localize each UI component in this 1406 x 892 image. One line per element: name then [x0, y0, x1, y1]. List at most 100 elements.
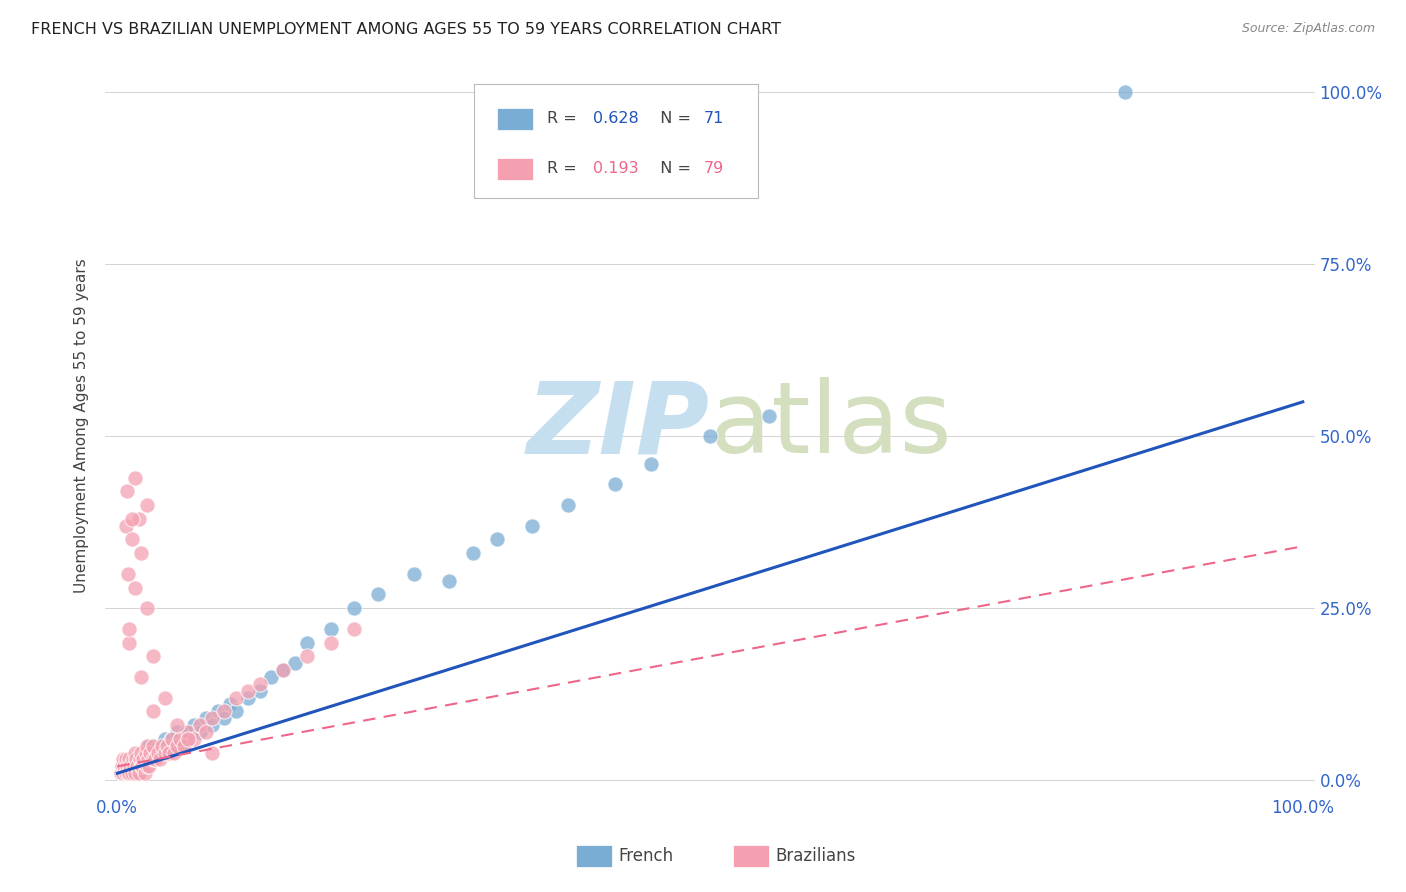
Point [115, 484, 138, 499]
Point [142, 752, 165, 766]
Point [122, 759, 145, 773]
Point [177, 731, 200, 746]
Point [134, 759, 156, 773]
Point [236, 690, 259, 705]
Point [110, 766, 132, 780]
Point [114, 766, 136, 780]
Point [121, 752, 143, 766]
Point [319, 635, 342, 649]
Point [110, 766, 132, 780]
Point [118, 759, 141, 773]
Point [177, 731, 200, 746]
Text: R =: R = [547, 161, 582, 176]
Point [118, 622, 141, 636]
Point [367, 587, 389, 601]
Point [319, 622, 342, 636]
Point [118, 635, 141, 649]
Point [219, 698, 242, 712]
Point [136, 746, 159, 760]
Point [169, 731, 191, 746]
Point [148, 739, 170, 753]
Point [166, 718, 188, 732]
Point [124, 470, 146, 484]
Point [142, 649, 165, 664]
Point [127, 759, 149, 773]
Point [207, 704, 229, 718]
Point [112, 759, 135, 773]
Point [138, 739, 160, 753]
Point [136, 498, 159, 512]
Point [138, 759, 160, 773]
Point [115, 752, 138, 766]
Point [225, 704, 247, 718]
Text: atlas: atlas [710, 377, 952, 475]
Point [136, 759, 159, 773]
Point [122, 752, 145, 766]
Point [149, 746, 172, 760]
Point [160, 731, 183, 746]
Point [153, 746, 176, 760]
Point [212, 711, 235, 725]
Text: Source: ZipAtlas.com: Source: ZipAtlas.com [1241, 22, 1375, 36]
Point [146, 746, 169, 760]
FancyBboxPatch shape [498, 108, 533, 130]
Point [132, 746, 155, 760]
Point [136, 601, 159, 615]
Point [343, 601, 366, 615]
Point [343, 622, 366, 636]
Point [640, 457, 662, 471]
Point [201, 711, 224, 725]
Point [699, 429, 721, 443]
Point [128, 766, 150, 780]
Point [188, 725, 211, 739]
Point [260, 670, 283, 684]
Point [121, 766, 143, 780]
Point [114, 752, 136, 766]
Point [129, 746, 152, 760]
Point [124, 766, 146, 780]
Point [461, 546, 484, 560]
Point [135, 752, 157, 766]
Point [117, 759, 139, 773]
Point [131, 759, 153, 773]
Text: 0.628: 0.628 [593, 112, 638, 127]
Point [201, 746, 224, 760]
Point [129, 759, 152, 773]
FancyBboxPatch shape [474, 84, 758, 198]
Point [112, 766, 135, 780]
Point [115, 759, 138, 773]
Point [163, 746, 186, 760]
Point [142, 739, 165, 753]
Point [131, 759, 153, 773]
Text: N =: N = [650, 112, 696, 127]
FancyBboxPatch shape [498, 158, 533, 179]
Point [485, 533, 508, 547]
Point [128, 766, 150, 780]
Point [166, 725, 188, 739]
FancyBboxPatch shape [733, 846, 769, 867]
Point [121, 512, 143, 526]
Point [557, 498, 579, 512]
Text: Brazilians: Brazilians [775, 847, 856, 865]
Point [249, 677, 271, 691]
Point [166, 739, 188, 753]
Point [135, 746, 157, 760]
Point [125, 752, 148, 766]
Point [295, 635, 318, 649]
Point [605, 477, 627, 491]
Point [139, 746, 162, 760]
Point [118, 766, 141, 780]
Point [143, 752, 166, 766]
Point [129, 670, 152, 684]
Point [153, 690, 176, 705]
Point [117, 566, 139, 581]
Point [173, 739, 195, 753]
Point [177, 725, 200, 739]
Point [139, 752, 162, 766]
Y-axis label: Unemployment Among Ages 55 to 59 years: Unemployment Among Ages 55 to 59 years [75, 259, 90, 593]
Point [112, 759, 135, 773]
Point [439, 574, 461, 588]
Point [112, 766, 135, 780]
Point [295, 649, 318, 664]
Point [118, 752, 141, 766]
